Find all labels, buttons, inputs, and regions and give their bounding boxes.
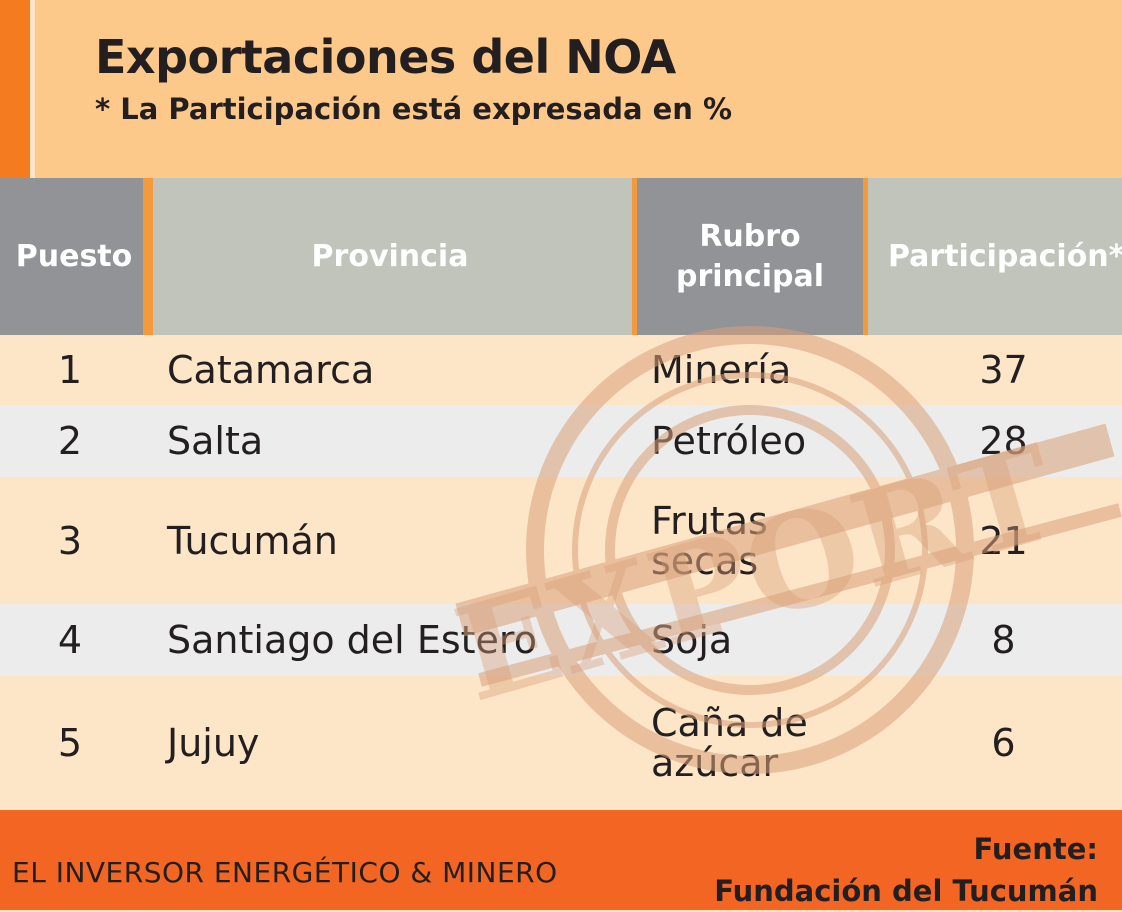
- header-accent-bar: [0, 0, 30, 178]
- cell-puesto: 1: [57, 348, 83, 392]
- cell-rubro-line: Minería: [651, 348, 792, 392]
- cell-rubro: Petróleo: [651, 405, 861, 477]
- column-header-provincia: Provincia: [148, 178, 632, 335]
- column-header-rubro-line: Rubro: [699, 218, 801, 254]
- cell-provincia: Salta: [167, 419, 264, 463]
- footer-brand: EL INVERSOR ENERGÉTICO & MINERO: [12, 856, 558, 889]
- column-header-rubro: Rubro principal: [632, 178, 868, 335]
- column-header-rubro-label: Rubro principal: [676, 217, 824, 297]
- cell-rubro-line: secas: [651, 538, 759, 583]
- header-accent-divider: [30, 0, 35, 178]
- cell-puesto: 4: [57, 618, 83, 662]
- table-row: 1 Catamarca Minería 37: [0, 335, 1122, 405]
- cell-rubro-text: Petróleo: [651, 421, 806, 461]
- column-header-puesto: Puesto: [0, 178, 148, 335]
- cell-puesto: 5: [57, 721, 83, 765]
- cell-puesto: 3: [57, 518, 83, 563]
- cell-rubro-line: Petróleo: [651, 419, 807, 463]
- cell-rubro-line: Caña de: [651, 701, 808, 745]
- page-subtitle: * La Participación está expresada en %: [95, 92, 733, 126]
- column-divider: [148, 178, 153, 335]
- cell-rubro: Frutas secas: [651, 477, 861, 604]
- column-divider: [632, 178, 637, 335]
- table-header: Puesto Provincia Rubro principal Partici…: [0, 178, 1122, 335]
- column-divider: [863, 178, 868, 335]
- cell-rubro: Minería: [651, 335, 861, 405]
- footer-source-label: Fuente:: [973, 832, 1098, 866]
- column-header-puesto-label: Puesto: [15, 238, 133, 274]
- page-title: Exportaciones del NOA: [95, 30, 676, 84]
- cell-rubro-line: azúcar: [651, 741, 779, 785]
- table-row: 2 Salta Petróleo 28: [0, 405, 1122, 477]
- cell-rubro-text: Minería: [651, 350, 791, 390]
- table-row: 5 Jujuy Caña de azúcar 6: [0, 676, 1122, 810]
- cell-participacion: 21: [979, 518, 1028, 563]
- table-row: 3 Tucumán Frutas secas 21: [0, 477, 1122, 604]
- table-body: 1 Catamarca Minería 37 2 Salta Petróleo 28 3 Tucu…: [0, 335, 1122, 810]
- column-header-provincia-label: Provincia: [311, 238, 469, 274]
- cell-participacion: 6: [991, 721, 1016, 765]
- cell-provincia: Catamarca: [167, 348, 375, 392]
- cell-rubro-text: Frutas secas: [651, 501, 768, 581]
- cell-rubro-line: Soja: [651, 618, 733, 662]
- header: Exportaciones del NOA * La Participación…: [0, 0, 1122, 178]
- footer-source-name: Fundación del Tucumán: [714, 874, 1098, 908]
- cell-provincia: Santiago del Estero: [167, 618, 537, 662]
- cell-rubro-line: Frutas: [651, 498, 768, 543]
- column-header-rubro-line: principal: [676, 258, 824, 294]
- cell-provincia: Jujuy: [167, 721, 260, 765]
- cell-rubro-text: Caña de azúcar: [651, 703, 808, 783]
- footer: EL INVERSOR ENERGÉTICO & MINERO Fuente: …: [0, 810, 1122, 910]
- footer-source: Fuente: Fundación del Tucumán: [714, 828, 1098, 912]
- column-header-participacion-label: Participación*: [888, 238, 1122, 274]
- cell-rubro: Caña de azúcar: [651, 676, 861, 810]
- cell-rubro-text: Soja: [651, 620, 732, 660]
- cell-puesto: 2: [57, 419, 83, 463]
- column-header-participacion: Participación*: [868, 178, 1122, 335]
- column-divider: [143, 178, 148, 335]
- cell-participacion: 28: [979, 419, 1028, 463]
- table-row: 4 Santiago del Estero Soja 8: [0, 604, 1122, 676]
- cell-provincia: Tucumán: [167, 518, 338, 563]
- cell-rubro: Soja: [651, 604, 861, 676]
- cell-participacion: 8: [991, 618, 1016, 662]
- cell-participacion: 37: [979, 348, 1028, 392]
